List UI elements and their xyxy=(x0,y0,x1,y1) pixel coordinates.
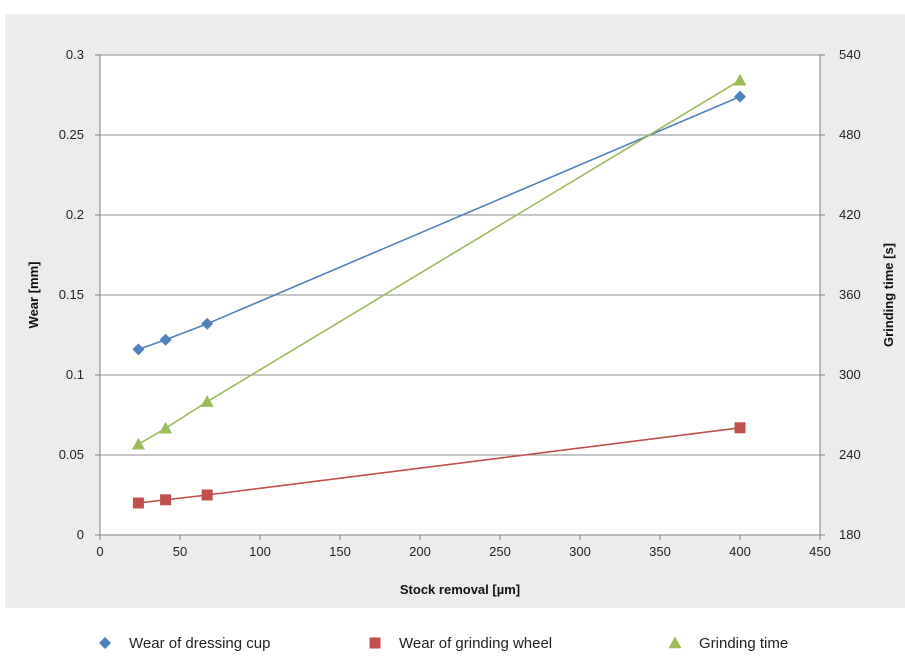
series-line-2 xyxy=(138,427,741,504)
data-point-2 xyxy=(734,422,746,434)
data-point-3 xyxy=(131,437,145,450)
legend-label-1: Wear of dressing cup xyxy=(129,635,270,652)
y-tick-label: 0.3 xyxy=(66,47,84,62)
data-point-1 xyxy=(132,343,145,356)
y2-tick-label: 480 xyxy=(839,127,861,142)
series-line-1 xyxy=(138,95,741,351)
data-point-1 xyxy=(201,317,214,330)
data-point-3 xyxy=(733,73,747,86)
x-tick-label: 450 xyxy=(809,544,831,559)
legend-marker-3 xyxy=(668,636,682,649)
data-point-2 xyxy=(132,497,144,509)
x-axis-title: Stock removal [µm] xyxy=(400,582,520,597)
y2-tick-label: 420 xyxy=(839,207,861,222)
y2-tick-label: 180 xyxy=(839,527,861,542)
data-point-1 xyxy=(159,333,172,346)
data-point-3 xyxy=(159,421,173,434)
series-line-3 xyxy=(137,79,741,445)
data-series xyxy=(131,73,747,509)
legend-label-2: Wear of grinding wheel xyxy=(399,635,552,652)
y2-tick-label: 540 xyxy=(839,47,861,62)
legend-label-3: Grinding time xyxy=(699,635,788,652)
data-point-2 xyxy=(160,494,172,506)
x-tick-label: 400 xyxy=(729,544,751,559)
y-axis-title: Wear [mm] xyxy=(26,262,41,329)
y-tick-labels: 0 0.05 0.1 0.15 0.2 0.25 0.3 xyxy=(59,47,84,542)
y2-tick-labels: 180 240 300 360 420 480 540 xyxy=(839,47,861,542)
x-tick-label: 250 xyxy=(489,544,511,559)
x-tick-labels: 0 50 100 150 200 250 300 350 400 450 xyxy=(96,544,830,559)
data-point-1 xyxy=(734,90,746,103)
x-tick-label: 100 xyxy=(249,544,271,559)
legend-marker-1 xyxy=(99,637,111,649)
y-tick-label: 0.15 xyxy=(59,287,84,302)
legend: Wear of dressing cup Wear of grinding whe… xyxy=(99,635,788,652)
axes xyxy=(95,54,825,540)
y2-axis-title: Grinding time [s] xyxy=(881,243,896,347)
y2-tick-label: 240 xyxy=(839,447,861,462)
x-tick-label: 350 xyxy=(649,544,671,559)
y-tick-label: 0 xyxy=(77,527,84,542)
y-tick-label: 0.2 xyxy=(66,207,84,222)
data-point-2 xyxy=(201,489,213,501)
legend-marker-2 xyxy=(369,637,381,649)
data-point-3 xyxy=(200,395,214,407)
x-tick-label: 50 xyxy=(173,544,187,559)
y-tick-label: 0.1 xyxy=(66,367,84,382)
y-tick-label: 0.05 xyxy=(59,447,84,462)
x-tick-label: 300 xyxy=(569,544,591,559)
grid-lines xyxy=(100,54,820,456)
y2-tick-label: 360 xyxy=(839,287,861,302)
x-tick-label: 200 xyxy=(409,544,431,559)
x-tick-label: 150 xyxy=(329,544,351,559)
y-tick-label: 0.25 xyxy=(59,127,84,142)
y2-tick-label: 300 xyxy=(839,367,861,382)
x-tick-label: 0 xyxy=(96,544,103,559)
